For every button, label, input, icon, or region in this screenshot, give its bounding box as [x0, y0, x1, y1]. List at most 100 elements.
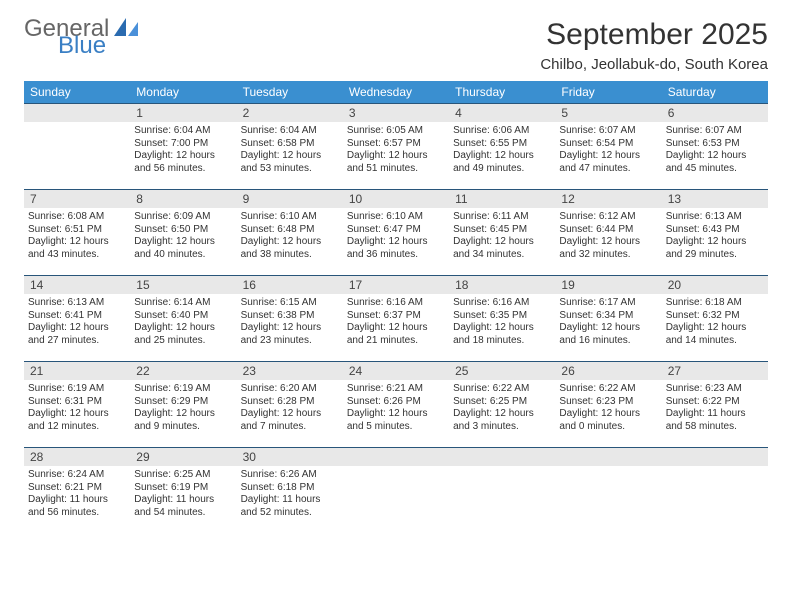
calendar-day-cell: 30 Sunrise: 6:26 AMSunset: 6:18 PMDayligh… — [237, 448, 343, 534]
sunrise-text: Sunrise: 6:16 AM — [347, 297, 445, 310]
daylight-text: Daylight: 12 hours and 27 minutes. — [28, 322, 126, 347]
sunset-text: Sunset: 6:51 PM — [28, 224, 126, 237]
daylight-text: Daylight: 12 hours and 45 minutes. — [666, 150, 764, 175]
calendar-day-cell: 13Sunrise: 6:13 AMSunset: 6:43 PMDayligh… — [662, 190, 768, 276]
sunrise-text: Sunrise: 6:21 AM — [347, 383, 445, 396]
day-content: Sunrise: 6:25 AMSunset: 6:19 PMDaylight:… — [134, 469, 232, 519]
calendar-day-cell: 19Sunrise: 6:17 AMSunset: 6:34 PMDayligh… — [555, 276, 661, 362]
day-content: Sunrise: 6:07 AMSunset: 6:53 PMDaylight:… — [666, 125, 764, 175]
day-content: Sunrise: 6:18 AMSunset: 6:32 PMDaylight:… — [666, 297, 764, 347]
calendar-day-cell: 18Sunrise: 6:16 AMSunset: 6:35 PMDayligh… — [449, 276, 555, 362]
day-number: 30 — [237, 448, 343, 466]
daylight-text: Daylight: 12 hours and 32 minutes. — [559, 236, 657, 261]
day-content: Sunrise: 6:22 AMSunset: 6:23 PMDaylight:… — [559, 383, 657, 433]
calendar-day-cell: 1Sunrise: 6:04 AMSunset: 7:00 PMDaylight… — [130, 104, 236, 190]
day-number: 6 — [662, 104, 768, 122]
sunset-text: Sunset: 6:37 PM — [347, 310, 445, 323]
day-content: Sunrise: 6:12 AMSunset: 6:44 PMDaylight:… — [559, 211, 657, 261]
daylight-text: Daylight: 11 hours and 52 minutes. — [241, 494, 339, 519]
sunrise-text: Sunrise: 6:22 AM — [453, 383, 551, 396]
daylight-text: Daylight: 11 hours and 56 minutes. — [28, 494, 126, 519]
calendar-day-cell: 21Sunrise: 6:19 AMSunset: 6:31 PMDayligh… — [24, 362, 130, 448]
day-content: Sunrise: 6:05 AMSunset: 6:57 PMDaylight:… — [347, 125, 445, 175]
day-number: 12 — [555, 190, 661, 208]
day-content: Sunrise: 6:11 AMSunset: 6:45 PMDaylight:… — [453, 211, 551, 261]
daylight-text: Daylight: 12 hours and 18 minutes. — [453, 322, 551, 347]
day-number: 5 — [555, 104, 661, 122]
calendar-body: 1Sunrise: 6:04 AMSunset: 7:00 PMDaylight… — [24, 104, 768, 534]
day-content: Sunrise: 6:23 AMSunset: 6:22 PMDaylight:… — [666, 383, 764, 433]
calendar-day-cell: 2 Sunrise: 6:04 AMSunset: 6:58 PMDaylight… — [237, 104, 343, 190]
calendar-day-cell: 24Sunrise: 6:21 AMSunset: 6:26 PMDayligh… — [343, 362, 449, 448]
daylight-text: Daylight: 12 hours and 23 minutes. — [241, 322, 339, 347]
sunset-text: Sunset: 6:57 PM — [347, 138, 445, 151]
calendar-day-cell — [24, 104, 130, 190]
day-number: 14 — [24, 276, 130, 294]
daylight-text: Daylight: 12 hours and 5 minutes. — [347, 408, 445, 433]
calendar-day-cell: 3Sunrise: 6:05 AMSunset: 6:57 PMDaylight… — [343, 104, 449, 190]
day-number — [555, 448, 661, 466]
day-number: 29 — [130, 448, 236, 466]
sunrise-text: Sunrise: 6:25 AM — [134, 469, 232, 482]
day-number: 25 — [449, 362, 555, 380]
sunset-text: Sunset: 6:32 PM — [666, 310, 764, 323]
day-content: Sunrise: 6:06 AMSunset: 6:55 PMDaylight:… — [453, 125, 551, 175]
day-number: 20 — [662, 276, 768, 294]
day-number: 28 — [24, 448, 130, 466]
day-number: 13 — [662, 190, 768, 208]
sunset-text: Sunset: 6:38 PM — [241, 310, 339, 323]
sunset-text: Sunset: 6:23 PM — [559, 396, 657, 409]
sunset-text: Sunset: 6:53 PM — [666, 138, 764, 151]
calendar-table: Sunday Monday Tuesday Wednesday Thursday… — [24, 81, 768, 534]
calendar-day-cell — [449, 448, 555, 534]
day-number: 23 — [237, 362, 343, 380]
daylight-text: Daylight: 11 hours and 58 minutes. — [666, 408, 764, 433]
day-content: Sunrise: 6:13 AMSunset: 6:41 PMDaylight:… — [28, 297, 126, 347]
sunrise-text: Sunrise: 6:07 AM — [559, 125, 657, 138]
sunset-text: Sunset: 6:28 PM — [241, 396, 339, 409]
day-number: 2 — [237, 104, 343, 122]
sunrise-text: Sunrise: 6:24 AM — [28, 469, 126, 482]
sunrise-text: Sunrise: 6:09 AM — [134, 211, 232, 224]
sunset-text: Sunset: 6:35 PM — [453, 310, 551, 323]
day-number: 17 — [343, 276, 449, 294]
calendar-week-row: 21Sunrise: 6:19 AMSunset: 6:31 PMDayligh… — [24, 362, 768, 448]
sunset-text: Sunset: 6:55 PM — [453, 138, 551, 151]
day-content: Sunrise: 6:16 AMSunset: 6:35 PMDaylight:… — [453, 297, 551, 347]
sunset-text: Sunset: 6:48 PM — [241, 224, 339, 237]
sunrise-text: Sunrise: 6:20 AM — [241, 383, 339, 396]
calendar-day-cell: 29 Sunrise: 6:25 AMSunset: 6:19 PMDayligh… — [130, 448, 236, 534]
calendar-week-row: 7Sunrise: 6:08 AMSunset: 6:51 PMDaylight… — [24, 190, 768, 276]
day-number: 4 — [449, 104, 555, 122]
dayheader-thu: Thursday — [449, 81, 555, 104]
daylight-text: Daylight: 12 hours and 36 minutes. — [347, 236, 445, 261]
sunset-text: Sunset: 6:40 PM — [134, 310, 232, 323]
location: Chilbo, Jeollabuk-do, South Korea — [540, 56, 768, 73]
dayheader-fri: Friday — [555, 81, 661, 104]
daylight-text: Daylight: 12 hours and 53 minutes. — [241, 150, 339, 175]
sunrise-text: Sunrise: 6:11 AM — [453, 211, 551, 224]
sunrise-text: Sunrise: 6:19 AM — [28, 383, 126, 396]
sunset-text: Sunset: 6:58 PM — [241, 138, 339, 151]
sunrise-text: Sunrise: 6:16 AM — [453, 297, 551, 310]
daylight-text: Daylight: 12 hours and 51 minutes. — [347, 150, 445, 175]
sunrise-text: Sunrise: 6:13 AM — [666, 211, 764, 224]
daylight-text: Daylight: 12 hours and 49 minutes. — [453, 150, 551, 175]
calendar-day-cell: 9Sunrise: 6:10 AMSunset: 6:48 PMDaylight… — [237, 190, 343, 276]
calendar-day-cell: 12 Sunrise: 6:12 AMSunset: 6:44 PMDayligh… — [555, 190, 661, 276]
day-content: Sunrise: 6:26 AMSunset: 6:18 PMDaylight:… — [241, 469, 339, 519]
sunset-text: Sunset: 6:45 PM — [453, 224, 551, 237]
day-content: Sunrise: 6:17 AMSunset: 6:34 PMDaylight:… — [559, 297, 657, 347]
sunset-text: Sunset: 6:54 PM — [559, 138, 657, 151]
day-number: 21 — [24, 362, 130, 380]
sunset-text: Sunset: 6:29 PM — [134, 396, 232, 409]
sunrise-text: Sunrise: 6:13 AM — [28, 297, 126, 310]
day-content: Sunrise: 6:04 AMSunset: 6:58 PMDaylight:… — [241, 125, 339, 175]
day-number: 22 — [130, 362, 236, 380]
day-number — [343, 448, 449, 466]
sunset-text: Sunset: 6:19 PM — [134, 482, 232, 495]
day-content: Sunrise: 6:10 AMSunset: 6:47 PMDaylight:… — [347, 211, 445, 261]
daylight-text: Daylight: 12 hours and 0 minutes. — [559, 408, 657, 433]
day-number: 15 — [130, 276, 236, 294]
day-content: Sunrise: 6:09 AMSunset: 6:50 PMDaylight:… — [134, 211, 232, 261]
